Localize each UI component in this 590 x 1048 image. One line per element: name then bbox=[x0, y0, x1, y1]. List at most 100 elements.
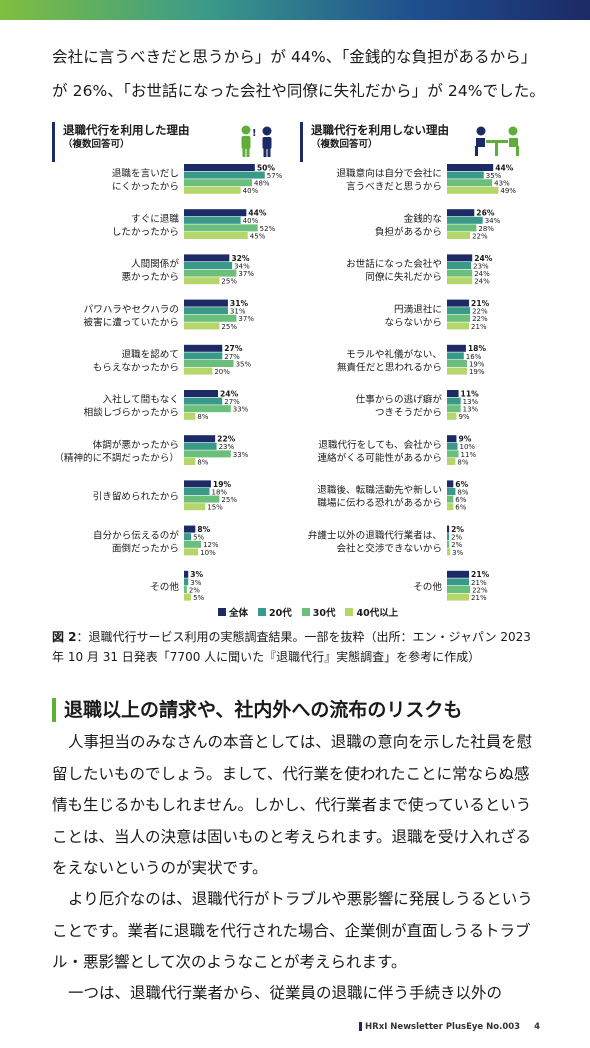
bar-mark bbox=[184, 367, 213, 375]
bar-value-label: 18% bbox=[468, 344, 487, 353]
person-standing-icon: ! bbox=[241, 125, 272, 157]
legend-label: 20代 bbox=[269, 608, 292, 619]
bar-mark bbox=[447, 578, 470, 586]
bar-mark bbox=[184, 405, 231, 413]
bar-value-label: 57% bbox=[267, 172, 283, 180]
category-label: 負担があるから bbox=[375, 226, 442, 238]
chart-subtitle: （複数回答可） bbox=[63, 139, 130, 150]
bar-mark bbox=[184, 171, 265, 179]
bar-mark bbox=[447, 570, 470, 578]
bar-mark bbox=[184, 412, 196, 420]
bar-mark bbox=[447, 397, 461, 405]
bar-mark bbox=[184, 254, 230, 262]
category-label: 金銭的な bbox=[404, 213, 442, 225]
bar-mark bbox=[184, 458, 196, 465]
bar-mark bbox=[447, 405, 461, 413]
bar-mark bbox=[447, 480, 454, 488]
panel-header: 退職代行を利用した理由 （複数回答可） ! bbox=[52, 122, 284, 162]
bar-value-label: 24% bbox=[220, 389, 239, 398]
bar-mark bbox=[447, 525, 450, 533]
bar-mark bbox=[184, 344, 223, 352]
category-label: 同僚に失礼だから bbox=[365, 271, 442, 283]
bar-value-label: 13% bbox=[463, 398, 479, 406]
bar-chart-used: 退職を言いだしにくかったから50%57%48%40%すぐに退職したかったから44… bbox=[54, 163, 283, 602]
bar-mark bbox=[184, 570, 189, 578]
category-label: ならないから bbox=[384, 317, 442, 328]
bar-value-label: 19% bbox=[469, 360, 485, 368]
bar-mark bbox=[447, 179, 493, 187]
bar-mark bbox=[184, 262, 233, 269]
bar-value-label: 45% bbox=[250, 232, 266, 240]
bar-value-label: 9% bbox=[458, 413, 469, 421]
bar-value-label: 31% bbox=[230, 299, 249, 308]
body-paragraph: より厄介なのは、退職代行がトラブルや悪影響に発展しうるということです。業者に退職… bbox=[52, 890, 533, 971]
bar-mark bbox=[184, 488, 210, 495]
bar-value-label: 31% bbox=[230, 308, 246, 316]
category-label: 職場に伝わる恐れがあるから bbox=[317, 497, 442, 509]
bar-value-label: 33% bbox=[233, 406, 249, 414]
page-number: 4 bbox=[534, 1022, 540, 1032]
bar-mark bbox=[447, 495, 454, 503]
body-paragraph: 一つは、退職代行業者から、従業員の退職に伴う手続き以外の bbox=[68, 984, 503, 1002]
category-label: 人間関係が bbox=[131, 258, 179, 270]
bar-mark bbox=[447, 232, 471, 239]
bar-mark bbox=[447, 322, 470, 330]
bar-mark bbox=[184, 224, 258, 232]
bar-value-label: 19% bbox=[213, 480, 232, 489]
bar-mark bbox=[184, 360, 234, 367]
legend-item-40s-plus: 40代以上 bbox=[345, 605, 398, 619]
bar-mark bbox=[447, 299, 470, 307]
bar-mark bbox=[184, 232, 248, 239]
bar-mark bbox=[184, 578, 189, 586]
bar-value-label: 21% bbox=[471, 570, 490, 579]
category-label: （精神的に不調だったから） bbox=[54, 452, 179, 464]
bar-mark bbox=[184, 307, 228, 315]
bar-mark bbox=[184, 442, 217, 450]
bar-value-label: 23% bbox=[473, 262, 489, 270]
legend-swatch bbox=[218, 608, 226, 616]
category-label: つきそうだから bbox=[375, 408, 442, 419]
bar-value-label: 16% bbox=[466, 353, 482, 361]
bar-mark bbox=[184, 503, 206, 511]
category-label: その他 bbox=[150, 581, 179, 593]
bar-value-label: 22% bbox=[472, 308, 488, 316]
bar-value-label: 5% bbox=[193, 534, 204, 542]
bar-value-label: 25% bbox=[221, 323, 237, 331]
bar-mark bbox=[184, 548, 199, 556]
category-label: したかったから bbox=[112, 227, 179, 238]
legend-item-30s: 30代 bbox=[301, 605, 335, 619]
bar-value-label: 37% bbox=[238, 315, 254, 323]
bar-mark bbox=[447, 277, 473, 285]
bar-value-label: 11% bbox=[461, 389, 480, 398]
bar-value-label: 11% bbox=[461, 451, 477, 459]
chart-panel-used: 退職代行を利用した理由 （複数回答可） ! 退職を言いだし にくかったから 50% 5… bbox=[52, 122, 284, 602]
bar-value-label: 34% bbox=[234, 262, 250, 270]
publication-name: HRxI Newsletter PlusEye No.003 bbox=[359, 1022, 520, 1032]
bar-mark bbox=[184, 390, 218, 397]
bar-value-label: 40% bbox=[243, 217, 259, 225]
bar-mark bbox=[447, 186, 499, 194]
bar-value-label: 10% bbox=[200, 549, 216, 557]
bar-value-label: 22% bbox=[217, 435, 236, 444]
bar-mark bbox=[447, 458, 456, 465]
bar-mark bbox=[184, 186, 241, 194]
bar-mark bbox=[447, 344, 466, 352]
category-label: もらえなかったから bbox=[93, 363, 179, 374]
bar-mark bbox=[447, 548, 451, 556]
bar-value-label: 40% bbox=[243, 187, 259, 195]
category-label: 面倒だったから bbox=[112, 542, 179, 554]
bar-value-label: 21% bbox=[471, 579, 487, 587]
category-label: 引き留められたから bbox=[93, 491, 179, 503]
chart-subtitle: （複数回答可） bbox=[311, 139, 378, 150]
bar-value-label: 8% bbox=[197, 413, 208, 421]
svg-text:!: ! bbox=[252, 128, 257, 139]
category-label: 体調が悪かったから bbox=[93, 439, 179, 451]
bar-mark bbox=[184, 450, 231, 458]
bar-value-label: 8% bbox=[197, 458, 208, 466]
category-label: 退職を認めて bbox=[121, 349, 179, 361]
category-label: 仕事からの逃げ癖が bbox=[356, 394, 443, 406]
header-gradient-bar bbox=[0, 0, 590, 20]
body-paragraph: 人事担当のみなさんの本音としては、退職の意向を示した社員を慰留したいものでしょう… bbox=[52, 733, 533, 877]
bar-mark bbox=[447, 442, 458, 450]
